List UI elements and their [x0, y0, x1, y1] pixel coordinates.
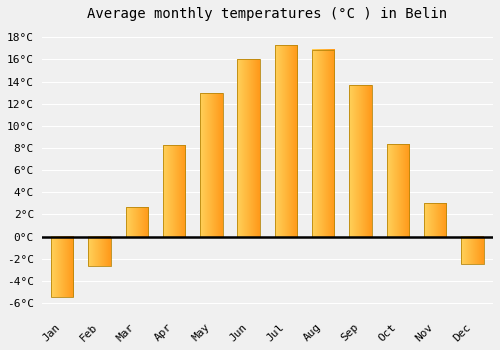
Bar: [350, 85, 372, 237]
Bar: [126, 206, 148, 237]
Bar: [424, 203, 446, 237]
Title: Average monthly temperatures (°C ) in Belin: Average monthly temperatures (°C ) in Be…: [88, 7, 448, 21]
Bar: [275, 45, 297, 237]
Bar: [163, 145, 185, 237]
Bar: [238, 60, 260, 237]
Bar: [200, 93, 222, 237]
Bar: [312, 49, 334, 237]
Bar: [88, 237, 110, 266]
Bar: [386, 144, 409, 237]
Bar: [51, 237, 74, 298]
Bar: [462, 237, 483, 264]
